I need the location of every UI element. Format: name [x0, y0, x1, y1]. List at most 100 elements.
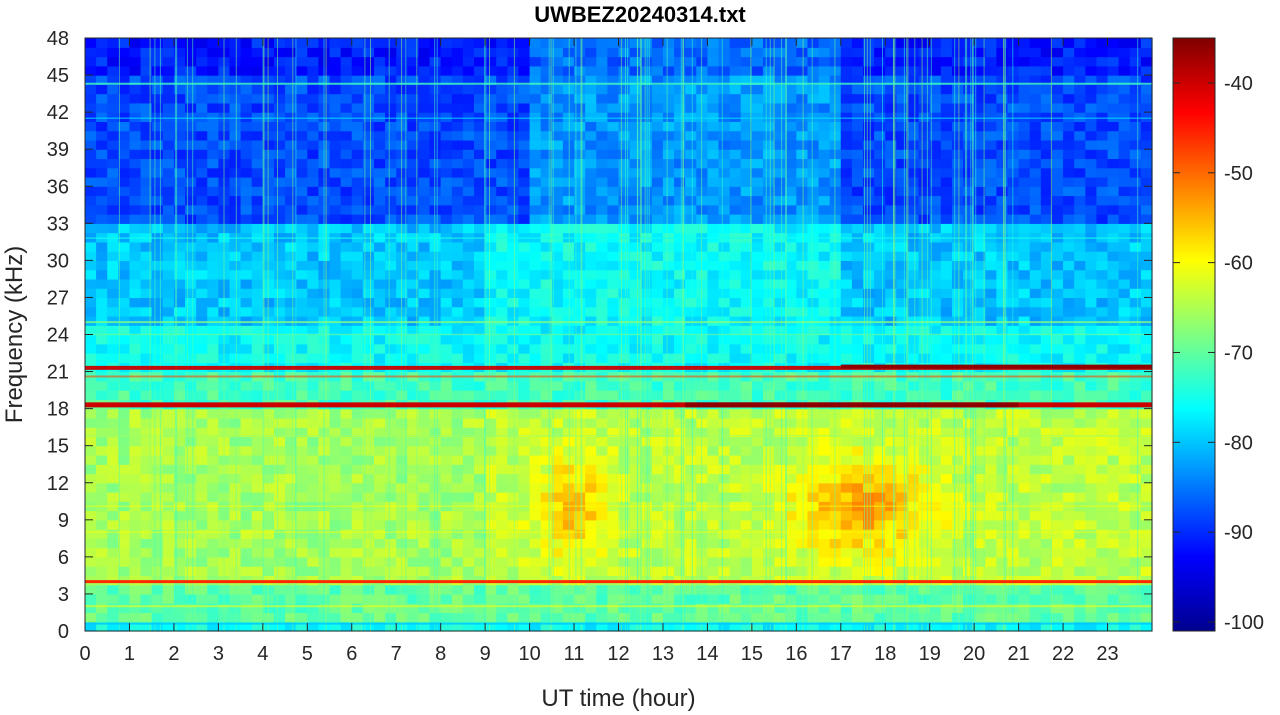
- heatmap-cell: [518, 121, 531, 132]
- heatmap-cell: [296, 482, 308, 493]
- heatmap-cell: [251, 278, 264, 289]
- heatmap-cell: [929, 408, 942, 419]
- heatmap-cell: [662, 84, 675, 95]
- heatmap-cell: [285, 556, 297, 567]
- heatmap-cell: [896, 38, 909, 48]
- heatmap-cell: [529, 315, 542, 326]
- heatmap-cell: [740, 56, 753, 67]
- heatmap-cell: [207, 566, 219, 577]
- heatmap-cell: [440, 612, 453, 623]
- heatmap-cell: [574, 278, 586, 289]
- heatmap-cell: [351, 315, 364, 326]
- heatmap-cell: [829, 547, 842, 558]
- heatmap-cell: [863, 482, 875, 493]
- heatmap-cell: [385, 139, 397, 150]
- heatmap-cell: [307, 482, 319, 493]
- heatmap-cell: [285, 529, 297, 539]
- heatmap-cell: [774, 566, 786, 577]
- heatmap-cell: [518, 158, 531, 169]
- heatmap-cell: [96, 130, 108, 141]
- heatmap-cell: [796, 593, 809, 604]
- heatmap-cell: [840, 603, 853, 614]
- heatmap-cell: [674, 529, 686, 539]
- heatmap-cell: [807, 158, 820, 169]
- heatmap-cell: [696, 621, 709, 632]
- heatmap-cell: [851, 47, 864, 58]
- heatmap-cell: [351, 251, 364, 261]
- heatmap-cell: [896, 315, 909, 326]
- heatmap-cell: [596, 593, 608, 604]
- heatmap-cell: [851, 529, 864, 539]
- heatmap-cell: [551, 390, 564, 400]
- heatmap-cell: [440, 325, 453, 336]
- heatmap-cell: [429, 603, 442, 614]
- heatmap-cell: [574, 241, 586, 252]
- heatmap-cell: [740, 186, 753, 197]
- heatmap-cell: [807, 380, 820, 391]
- heatmap-cell: [740, 538, 753, 549]
- heatmap-cell: [340, 47, 353, 58]
- heatmap-cell: [818, 65, 831, 76]
- heatmap-cell: [707, 102, 720, 113]
- heatmap-cell: [718, 566, 731, 577]
- heatmap-cell: [518, 612, 531, 623]
- heatmap-cell: [840, 464, 853, 475]
- heatmap-cell: [518, 38, 531, 48]
- heatmap-cell: [496, 445, 508, 456]
- heatmap-cell: [251, 566, 264, 577]
- heatmap-cell: [351, 47, 364, 58]
- heatmap-cell: [385, 204, 397, 215]
- heatmap-cell: [140, 529, 153, 539]
- heatmap-cell: [662, 315, 675, 326]
- heatmap-cell: [118, 408, 131, 419]
- heatmap-cell: [307, 454, 319, 465]
- heatmap-cell: [896, 427, 909, 438]
- heatmap-cell: [107, 176, 119, 187]
- heatmap-cell: [162, 621, 175, 632]
- heatmap-cell: [929, 56, 942, 67]
- heatmap-cell: [696, 566, 709, 577]
- heatmap-cell: [373, 269, 386, 280]
- heatmap-cell: [640, 214, 653, 224]
- heatmap-cell: [107, 306, 119, 317]
- heatmap-cell: [173, 334, 186, 345]
- heatmap-cell: [485, 538, 497, 549]
- heatmap-cell: [940, 482, 953, 493]
- heatmap-cell: [474, 84, 486, 95]
- heatmap-cell: [874, 353, 886, 363]
- heatmap-cell: [162, 139, 175, 150]
- heatmap-cell: [262, 464, 275, 475]
- heatmap-cell: [273, 297, 286, 308]
- heatmap-cell: [951, 621, 964, 632]
- heatmap-cell: [929, 510, 942, 521]
- heatmap-cell: [596, 75, 608, 85]
- heatmap-cell: [251, 390, 264, 400]
- heatmap-cell: [740, 380, 753, 391]
- heatmap-cell: [551, 436, 564, 447]
- heatmap-cell: [429, 278, 442, 289]
- heatmap-cell: [329, 278, 342, 289]
- heatmap-cell: [262, 584, 275, 595]
- heatmap-cell: [129, 464, 142, 475]
- heatmap-cell: [718, 547, 731, 558]
- heatmap-cell: [774, 84, 786, 95]
- heatmap-cell: [807, 584, 820, 595]
- heatmap-cell: [462, 621, 475, 632]
- heatmap-cell: [451, 380, 464, 391]
- heatmap-cell: [185, 427, 197, 438]
- heatmap-cell: [585, 334, 597, 345]
- heatmap-cell: [596, 176, 608, 187]
- heatmap-cell: [874, 121, 886, 132]
- heatmap-cell: [373, 482, 386, 493]
- heatmap-cell: [863, 260, 875, 271]
- heatmap-cell: [107, 390, 119, 400]
- heatmap-cell: [574, 566, 586, 577]
- heatmap-cell: [385, 417, 397, 428]
- heatmap-cell: [829, 519, 842, 530]
- heatmap-cell: [251, 334, 264, 345]
- heatmap-cell: [240, 306, 253, 317]
- heatmap-cell: [229, 223, 242, 234]
- heatmap-cell: [485, 241, 497, 252]
- heatmap-cell: [96, 47, 108, 58]
- heatmap-cell: [362, 269, 375, 280]
